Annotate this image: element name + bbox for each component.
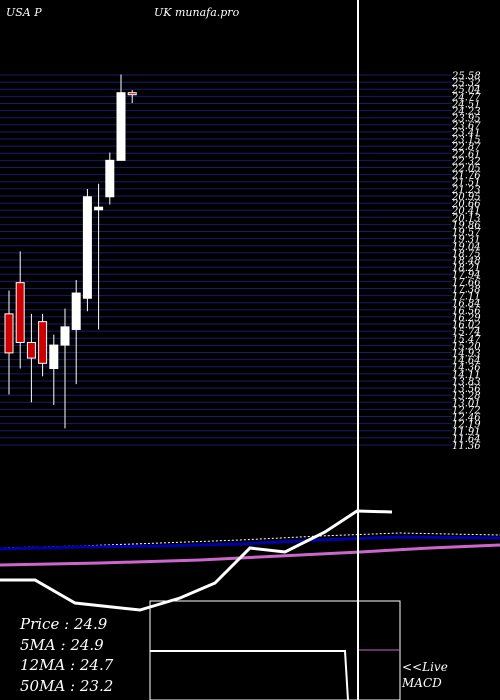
price-tick-label: 23.67 (451, 121, 481, 132)
ticker-label: USA P (6, 6, 42, 19)
macd-label: MACD (402, 676, 442, 690)
price-tick-label: 22.05 (451, 164, 481, 175)
price-tick-label: 19.04 (452, 242, 481, 253)
candle-body (71, 292, 81, 330)
price-tick-label: 17.94 (452, 270, 481, 281)
candle-body (105, 159, 115, 198)
price-tick-label: 18.75 (452, 249, 481, 260)
price-tick-label: 19.31 (452, 235, 481, 246)
price-tick-label: 21.76 (451, 171, 481, 182)
price-tick-label: 17.11 (452, 292, 481, 303)
price-tick-label: 19.86 (452, 220, 481, 231)
price-tick-label: 16.84 (452, 299, 481, 310)
price-tick-label: 20.66 (451, 199, 481, 210)
price-tick-label: 23.95 (451, 114, 481, 125)
ma50-line (0, 543, 500, 567)
price-tick-label: 21.23 (451, 185, 481, 196)
price-tick-label: 20.95 (451, 192, 481, 203)
price-tick-label: 16.02 (452, 320, 481, 331)
price-tick-label: 13.56 (452, 384, 481, 395)
price-tick-label: 24.51 (451, 99, 481, 110)
price-tick-label: 13.01 (452, 398, 481, 409)
price-tick-label: 16.56 (452, 306, 481, 317)
ma50-readout: 50MA : 23.2 (20, 677, 114, 695)
price-tick-label: 20.13 (451, 213, 481, 224)
price-tick-label: 14.36 (452, 363, 481, 374)
price-tick-label: 25.04 (451, 85, 481, 96)
candle-body (38, 321, 48, 364)
price-axis-labels: 25.5825.3225.0424.7724.5124.2323.9523.67… (451, 71, 481, 452)
price-tick-label: 11.64 (452, 434, 481, 445)
price-tick-label: 19.57 (452, 228, 481, 239)
price-tick-label: 23.41 (451, 128, 481, 139)
ma5-readout: 5MA : 24.9 (20, 636, 104, 654)
price-readout: Price : 24.9 (20, 615, 108, 633)
candle-body (4, 313, 14, 354)
price-tick-label: 12.19 (452, 420, 481, 431)
price-tick-label: 15.20 (452, 341, 481, 352)
ma12-readout: 12MA : 24.7 (20, 656, 114, 674)
macd-signal-line (150, 650, 349, 700)
price-tick-label: 22.32 (451, 156, 481, 167)
price-tick-label: 18.21 (452, 263, 481, 274)
price-tick-label: 17.38 (452, 284, 481, 295)
candle-body (127, 92, 137, 96)
price-tick-label: 22.87 (451, 142, 481, 153)
candlestick-series (4, 74, 137, 429)
indicator-lines (0, 532, 500, 567)
candle-body (94, 206, 104, 211)
price-grid (0, 74, 452, 446)
price-tick-label: 21.51 (451, 178, 481, 189)
price-tick-label: 17.66 (452, 277, 481, 288)
candle-body (26, 341, 36, 359)
price-tick-label: 18.48 (452, 256, 481, 267)
price-tick-label: 12.72 (452, 405, 481, 416)
macd-panel (0, 509, 401, 700)
live-label: <<Live (402, 660, 448, 674)
price-tick-label: 20.41 (451, 206, 481, 217)
price-tick-label: 14.64 (452, 356, 481, 367)
candle-body (15, 282, 25, 343)
macd-line (0, 509, 393, 612)
price-tick-label: 24.23 (451, 107, 481, 118)
price-tick-label: 15.74 (452, 327, 481, 338)
candle-body (49, 344, 59, 370)
price-tick-label: 23.15 (451, 135, 481, 146)
price-tick-label: 15.47 (452, 334, 481, 345)
price-tick-label: 13.83 (452, 377, 481, 388)
price-tick-label: 22.61 (451, 149, 481, 160)
candle-body (82, 196, 92, 299)
price-tick-label: 25.32 (451, 78, 481, 89)
ma5-line (0, 535, 500, 551)
price-tick-label: 16.29 (452, 313, 481, 324)
candle-body (116, 92, 126, 161)
price-tick-label: 24.77 (451, 92, 481, 103)
price-tick-label: 14.11 (452, 370, 481, 381)
price-tick-label: 11.36 (452, 441, 481, 452)
candle-body (60, 326, 70, 346)
price-tick-label: 11.91 (452, 427, 481, 438)
price-tick-label: 14.93 (452, 349, 481, 360)
price-tick-label: 25.58 (451, 71, 481, 82)
price-tick-label: 12.46 (452, 413, 481, 424)
site-label: UK munafa.pro (154, 6, 240, 19)
price-tick-label: 13.28 (452, 391, 481, 402)
